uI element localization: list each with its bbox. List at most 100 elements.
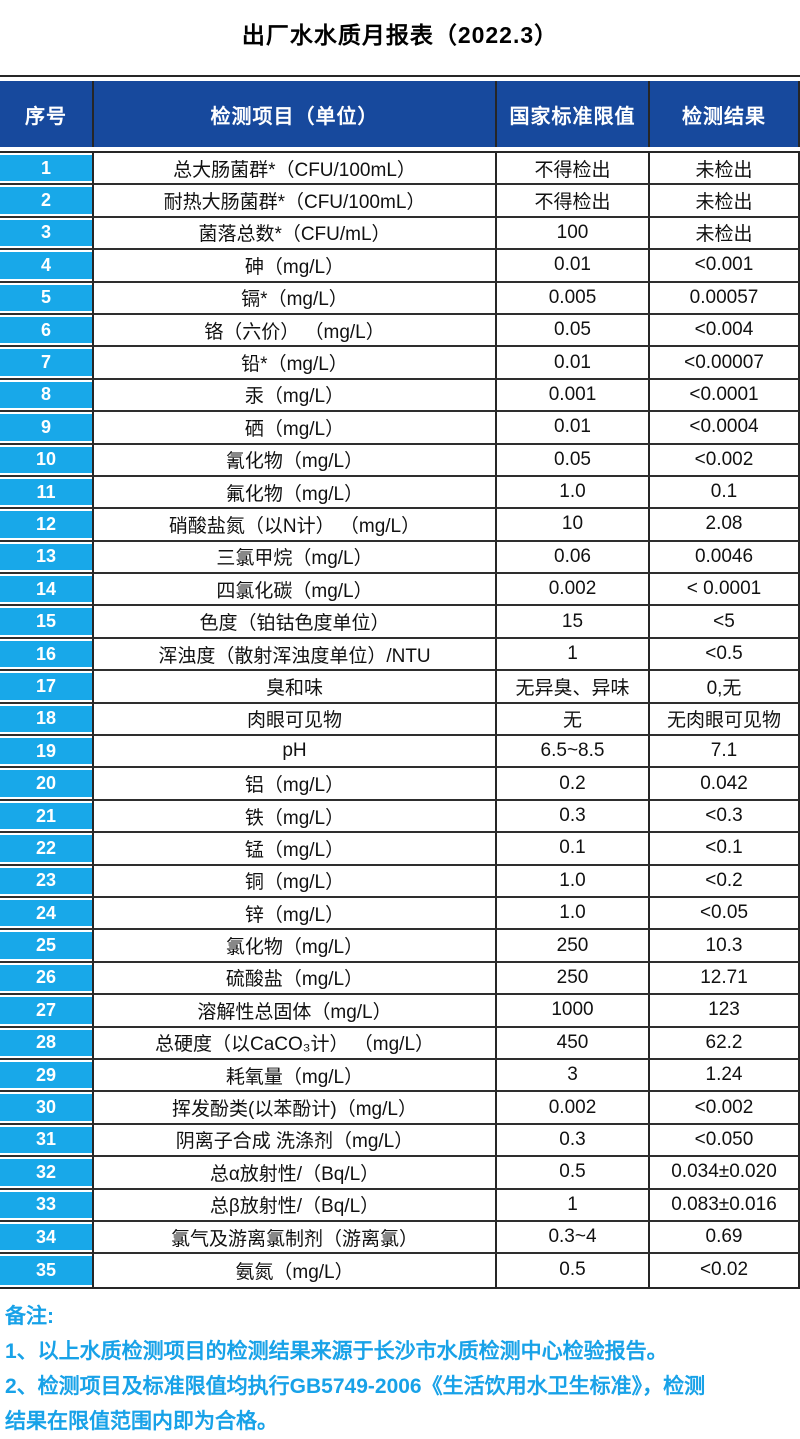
limit-cell: 15 — [497, 606, 650, 639]
table-row: 17 臭和味 无异臭、异味 0,无 — [0, 671, 800, 704]
row-index-cell: 1 — [0, 153, 94, 186]
item-cell: 锰（mg/L） — [94, 833, 497, 866]
result-cell: <0.3 — [650, 800, 800, 834]
result-cell: < 0.0001 — [650, 574, 800, 607]
limit-cell: 250 — [497, 930, 650, 963]
result-cell: <0.004 — [650, 314, 800, 348]
limit-cell: 0.2 — [497, 768, 650, 801]
table-row: 23 铜（mg/L） 1.0 <0.2 — [0, 865, 800, 898]
limit-cell: 0.3 — [497, 800, 650, 834]
limit-cell: 无异臭、异味 — [497, 671, 650, 704]
limit-cell: 0.05 — [497, 314, 650, 348]
table-row: 33 总β放射性/（Bq/L） 1 0.083±0.016 — [0, 1189, 800, 1222]
result-cell: 7.1 — [650, 736, 800, 769]
result-cell: 0.1 — [650, 476, 800, 510]
result-cell: 10.3 — [650, 930, 800, 963]
row-index-cell: 7 — [0, 347, 94, 380]
limit-cell: 0.01 — [497, 412, 650, 445]
row-index-cell: 13 — [0, 541, 94, 575]
limit-cell: 450 — [497, 1027, 650, 1060]
item-cell: 总大肠菌群*（CFU/100mL） — [94, 153, 497, 186]
table-row: 1 总大肠菌群*（CFU/100mL） 不得检出 未检出 — [0, 153, 800, 186]
result-cell: <0.05 — [650, 897, 800, 931]
result-cell: <0.050 — [650, 1124, 800, 1158]
table-row: 20 铝（mg/L） 0.2 0.042 — [0, 768, 800, 801]
row-index-cell: 18 — [0, 703, 94, 737]
limit-cell: 0.005 — [497, 282, 650, 315]
table-row: 18 肉眼可见物无无肉眼可见物 — [0, 703, 800, 737]
table-row: 27 溶解性总固体（mg/L） 1000 123 — [0, 995, 800, 1028]
col-header-limit: 国家标准限值 — [497, 81, 650, 147]
item-cell: 三氯甲烷（mg/L） — [94, 541, 497, 575]
row-index-cell: 30 — [0, 1092, 94, 1125]
item-cell: 臭和味 — [94, 671, 497, 704]
table-row: 21 铁（mg/L） 0.3 <0.3 — [0, 800, 800, 834]
item-cell: 挥发酚类(以苯酚计)（mg/L） — [94, 1092, 497, 1125]
row-index-cell: 8 — [0, 379, 94, 413]
row-index-cell: 19 — [0, 736, 94, 769]
limit-cell: 100 — [497, 217, 650, 251]
result-cell: 0,无 — [650, 671, 800, 704]
result-cell: 62.2 — [650, 1027, 800, 1060]
limit-cell: 0.06 — [497, 541, 650, 575]
note-line-3: 结果在限值范围内即为合格。 — [5, 1409, 278, 1433]
item-cell: 浑浊度（散射浑浊度单位）/NTU — [94, 638, 497, 672]
table-row: 7 铅*（mg/L） 0.01 <0.00007 — [0, 347, 800, 380]
result-cell: <5 — [650, 606, 800, 639]
limit-cell: 1 — [497, 638, 650, 672]
table-row: 13 三氯甲烷（mg/L） 0.06 0.0046 — [0, 541, 800, 575]
limit-cell: 0.001 — [497, 379, 650, 413]
row-index-cell: 25 — [0, 930, 94, 963]
limit-cell: 1.0 — [497, 897, 650, 931]
result-cell: 未检出 — [650, 217, 800, 251]
item-cell: pH — [94, 736, 497, 769]
row-index-cell: 4 — [0, 250, 94, 283]
row-index-cell: 17 — [0, 671, 94, 704]
table-row: 5 镉*（mg/L） 0.005 0.00057 — [0, 282, 800, 315]
item-cell: 硒（mg/L） — [94, 412, 497, 445]
item-cell: 铁（mg/L） — [94, 800, 497, 834]
result-cell: 2.08 — [650, 509, 800, 542]
table-row: 16 浑浊度（散射浑浊度单位）/NTU 1 <0.5 — [0, 638, 800, 672]
row-index-cell: 21 — [0, 800, 94, 834]
row-index-cell: 11 — [0, 476, 94, 510]
result-cell: 123 — [650, 995, 800, 1028]
limit-cell: 不得检出 — [497, 153, 650, 186]
item-cell: 铬（六价） （mg/L） — [94, 314, 497, 348]
item-cell: 汞（mg/L） — [94, 379, 497, 413]
table-row: 19 pH 6.5~8.5 7.1 — [0, 736, 800, 769]
row-index-cell: 22 — [0, 833, 94, 866]
result-cell: <0.2 — [650, 865, 800, 898]
row-index-cell: 24 — [0, 897, 94, 931]
limit-cell: 不得检出 — [497, 185, 650, 218]
result-cell: <0.00007 — [650, 347, 800, 380]
table-row: 34 氯气及游离氯制剂（游离氯） 0.3~4 0.69 — [0, 1221, 800, 1255]
col-header-result: 检测结果 — [650, 81, 800, 147]
item-cell: 铜（mg/L） — [94, 865, 497, 898]
result-cell: 12.71 — [650, 962, 800, 996]
col-header-item: 检测项目（单位） — [94, 81, 497, 147]
item-cell: 总β放射性/（Bq/L） — [94, 1189, 497, 1222]
row-index-cell: 27 — [0, 995, 94, 1028]
table-row: 4 砷（mg/L） 0.01 <0.001 — [0, 250, 800, 283]
result-cell: 1.24 — [650, 1059, 800, 1093]
col-header-index: 序号 — [0, 81, 94, 147]
result-cell: <0.1 — [650, 833, 800, 866]
table-row: 9 硒（mg/L） 0.01 <0.0004 — [0, 412, 800, 445]
item-cell: 砷（mg/L） — [94, 250, 497, 283]
item-cell: 锌（mg/L） — [94, 897, 497, 931]
row-index-cell: 2 — [0, 185, 94, 218]
item-cell: 菌落总数*（CFU/mL） — [94, 217, 497, 251]
table-row: 10 氰化物（mg/L） 0.05 <0.002 — [0, 444, 800, 477]
row-index-cell: 10 — [0, 444, 94, 477]
table-row: 28 总硬度（以CaCO₃计） （mg/L） 450 62.2 — [0, 1027, 800, 1060]
row-index-cell: 9 — [0, 412, 94, 445]
item-cell: 耐热大肠菌群*（CFU/100mL） — [94, 185, 497, 218]
water-quality-table: 序号 检测项目（单位） 国家标准限值 检测结果 1 总大肠菌群*（CFU/100m… — [0, 75, 800, 1289]
table-row: 32 总α放射性/（Bq/L） 0.5 0.034±0.020 — [0, 1157, 800, 1190]
row-index-cell: 14 — [0, 574, 94, 607]
result-cell: 0.034±0.020 — [650, 1157, 800, 1190]
note-line-1: 1、以上水质检测项目的检测结果来源于长沙市水质检测中心检验报告。 — [5, 1339, 668, 1363]
result-cell: 未检出 — [650, 185, 800, 218]
